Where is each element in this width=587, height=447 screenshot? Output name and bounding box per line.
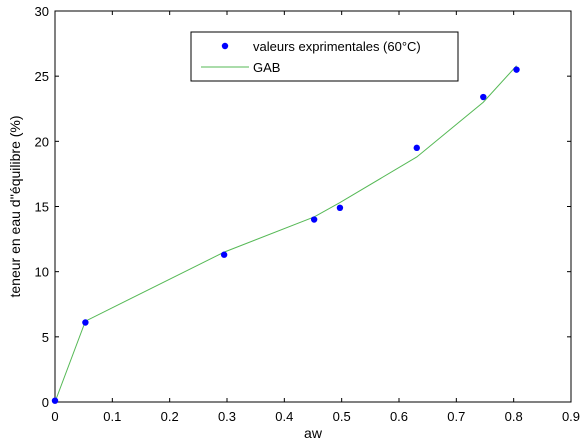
y-tick-label: 0 — [42, 395, 49, 410]
y-tick-label: 10 — [35, 265, 49, 280]
y-tick-label: 5 — [42, 330, 49, 345]
x-tick-label: 0.8 — [505, 409, 523, 424]
plot-series — [51, 65, 520, 404]
x-tick-label: 0.5 — [333, 409, 351, 424]
legend-box — [190, 31, 459, 82]
data-point — [51, 397, 59, 404]
y-tick-label: 30 — [35, 4, 49, 19]
axes: 0 0.1 0.2 0.3 0.4 0.5 0.6 0.7 0.8 0.9 0 5 10 15 20 25 30 — [35, 4, 581, 424]
x-tick-label: 0 — [51, 409, 58, 424]
legend-marker — [221, 42, 229, 50]
data-point — [82, 319, 89, 326]
y-tick-label: 25 — [35, 69, 49, 84]
data-point — [310, 216, 318, 223]
x-tick-label: 0.4 — [275, 409, 293, 424]
y-tick-label: 20 — [35, 134, 49, 149]
legend-label: valeurs exprimentales (60°C) — [253, 39, 421, 54]
x-tick-label: 0.6 — [390, 409, 408, 424]
x-tick-label: 0.7 — [447, 409, 465, 424]
data-point — [220, 251, 228, 258]
x-tick-label: 0.9 — [562, 409, 580, 424]
x-tick-label: 0.1 — [103, 409, 121, 424]
x-tick-label: 0.2 — [161, 409, 179, 424]
data-point — [480, 93, 487, 101]
data-point — [513, 66, 520, 73]
legend-label: GAB — [253, 60, 280, 75]
data-point — [413, 144, 420, 152]
x-tick-label: 0.3 — [218, 409, 236, 424]
data-point — [336, 204, 344, 212]
gab-curve — [54, 65, 517, 403]
y-tick-label: 15 — [35, 200, 49, 215]
x-axis-label: aw — [304, 425, 323, 441]
legend: valeurs exprimentales (60°C) GAB — [190, 31, 459, 82]
y-axis-label: teneur en eau d''équilibre (%) — [7, 115, 23, 297]
